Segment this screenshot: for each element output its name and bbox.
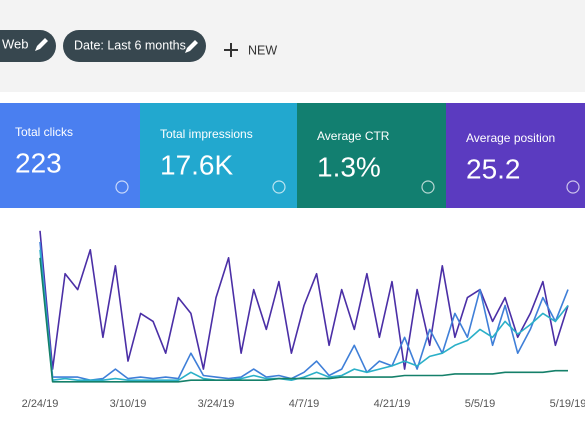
- help-icon: [421, 180, 435, 194]
- help-icon: [115, 180, 129, 194]
- x-tick-label: 3/24/19: [198, 398, 235, 410]
- edit-icon: [35, 38, 48, 51]
- x-tick-label: 5/19/19: [550, 398, 585, 410]
- metric-value: 1.3%: [317, 151, 381, 182]
- metric-value: 25.2: [466, 153, 521, 184]
- metric-label: Total clicks: [15, 125, 73, 139]
- plus-icon[interactable]: [224, 43, 238, 57]
- series-line: [39, 249, 569, 381]
- series-line: [39, 241, 569, 381]
- metric-label: Total impressions: [160, 127, 253, 141]
- chip-label: Date: Last 6 months: [74, 38, 186, 52]
- x-tick-label: 3/10/19: [110, 398, 147, 410]
- chip[interactable]: [0, 30, 56, 62]
- edit-icon: [185, 40, 198, 53]
- metric-label: Average CTR: [317, 129, 390, 143]
- help-icon: [272, 180, 286, 194]
- metric-card[interactable]: [140, 103, 297, 208]
- metric-value: 223: [15, 147, 62, 178]
- series-line: [39, 257, 568, 383]
- chip-label: Web: [2, 36, 29, 51]
- x-tick-label: 2/24/19: [22, 398, 59, 410]
- chip[interactable]: [63, 30, 206, 62]
- metric-card[interactable]: [446, 103, 585, 208]
- metric-value: 17.6K: [160, 149, 233, 180]
- metric-label: Average position: [466, 131, 555, 145]
- x-tick-label: 4/7/19: [289, 398, 320, 410]
- metric-card[interactable]: [297, 103, 446, 208]
- help-icon: [566, 180, 580, 194]
- x-tick-label: 5/5/19: [465, 398, 496, 410]
- x-tick-label: 4/21/19: [374, 398, 411, 410]
- new-button[interactable]: NEW: [248, 43, 277, 57]
